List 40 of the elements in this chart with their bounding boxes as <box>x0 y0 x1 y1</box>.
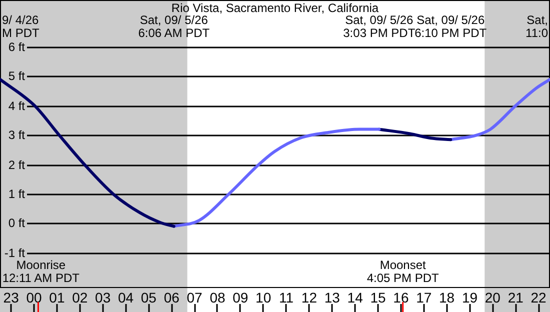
x-tick-label: 04 <box>118 289 134 306</box>
x-tick-label: 22 <box>530 289 547 306</box>
x-tick-label: 20 <box>484 289 501 306</box>
annotation: 9/ 4/26 M PDT <box>2 13 40 40</box>
x-tick-label: 19 <box>462 289 478 306</box>
x-tick-label: 05 <box>140 289 157 306</box>
x-tick-label: 00 <box>26 289 42 306</box>
y-tick-label: 3 ft <box>8 128 26 142</box>
chart-title: Rio Vista, Sacramento River, California <box>171 1 379 15</box>
x-tick-label: 06 <box>164 289 180 306</box>
x-tick-label: 16 <box>393 289 409 306</box>
x-tick-label: 23 <box>3 289 20 306</box>
ref-line-label: Moonrise 12:11 AM PDT <box>2 258 80 285</box>
x-tick-label: 08 <box>210 289 226 306</box>
annotation: Sat, 11:0 <box>526 13 548 40</box>
annotation: Sat, 09/ 5/26 6:06 AM PDT <box>138 13 210 40</box>
x-tick-label: 13 <box>324 289 340 306</box>
y-tick-label: 5 ft <box>8 68 26 83</box>
x-tick-label: 01 <box>49 289 65 306</box>
ref-line-label: Moonset 4:05 PM PDT <box>366 258 440 285</box>
x-tick-label: 03 <box>95 289 111 306</box>
y-tick-label: 0 ft <box>8 216 26 230</box>
y-tick-label: 2 ft <box>8 158 26 172</box>
x-tick-label: 09 <box>232 289 248 306</box>
x-tick-label: 10 <box>256 289 272 306</box>
y-tick-label: 4 ft <box>8 98 26 113</box>
y-tick-label: -1 ft <box>4 246 26 260</box>
x-tick-label: 15 <box>370 289 386 306</box>
x-tick-label: 07 <box>186 289 203 306</box>
y-tick-label: 6 ft <box>8 40 26 54</box>
annotation: Sat, 09/ 5/26 3:03 PM PDT <box>343 13 416 40</box>
y-tick-label: 1 ft <box>8 186 26 201</box>
x-tick-label: 18 <box>439 289 455 306</box>
x-tick-label: 12 <box>301 289 318 306</box>
x-tick-label: 11 <box>279 289 294 306</box>
x-tick-label: 21 <box>508 289 524 306</box>
x-tick-label: 02 <box>72 289 88 306</box>
x-tick-label: 14 <box>347 289 364 306</box>
annotation: Sat, 09/ 5/26 6:10 PM PDT <box>414 13 488 40</box>
x-tick-label: 17 <box>416 289 432 306</box>
